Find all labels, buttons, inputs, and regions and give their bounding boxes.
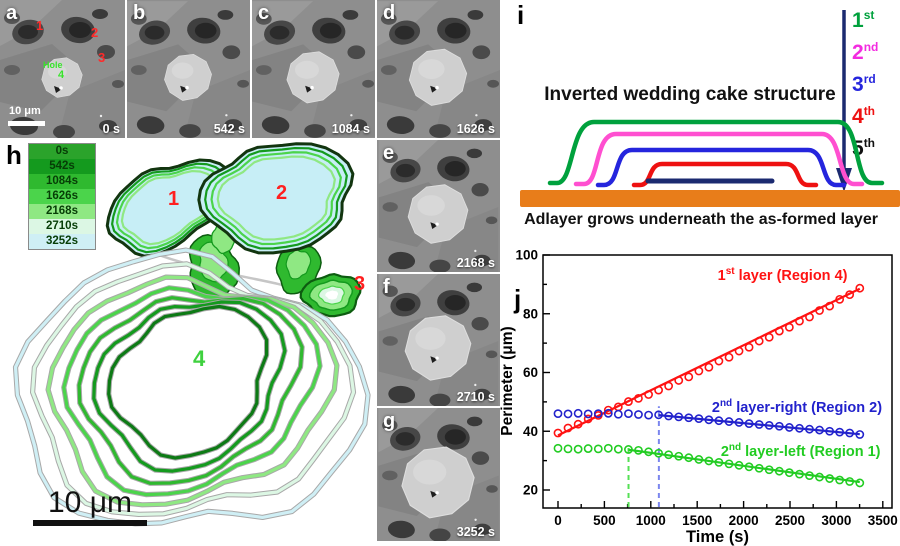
adlayer-caption: Adlayer grows underneath the as-formed l… (524, 211, 878, 228)
panel-i-letter: i (517, 0, 525, 30)
svg-text:1500: 1500 (682, 513, 712, 528)
down-arrow (836, 10, 852, 192)
panel-j-letter: j (514, 284, 522, 314)
svg-text:60: 60 (523, 365, 538, 380)
panel-b: b 542 s (127, 0, 250, 138)
panel-b-letter: b (133, 2, 146, 24)
wedding-cake-title: Inverted wedding cake structure (544, 84, 836, 105)
svg-text:2500: 2500 (775, 513, 805, 528)
region-2-label: 2 (276, 182, 288, 204)
region-1-label-a: 1 (36, 18, 44, 33)
svg-text:20: 20 (523, 483, 538, 498)
svg-text:80: 80 (523, 306, 538, 321)
panel-f: f 2710 s (377, 274, 500, 406)
layer-2nd-curve (573, 131, 865, 187)
region-1-label: 1 (168, 188, 180, 210)
timestamp-e: 2168 s (456, 256, 495, 270)
region-4-label-a: 4 (58, 69, 65, 81)
panel-h: h 0s 542s 1084s 1626s 2168s 2710s 3252s 1 2 3 … (0, 140, 375, 546)
time-color-legend: 0s 542s 1084s 1626s 2168s 2710s 3252s (28, 143, 96, 250)
perimeter-chart: 0 500 1000 1500 2000 2500 3000 3500 20 40 60 80 100 T… (499, 248, 898, 546)
legend-entry-2710s: 2710s (29, 219, 95, 234)
substrate-bar (520, 190, 900, 207)
timestamp-c: 1084 s (331, 122, 370, 136)
micrograph-g (378, 408, 499, 541)
scale-bar-h (33, 520, 147, 526)
svg-text:40: 40 (523, 424, 538, 439)
panel-a-letter: a (6, 2, 18, 24)
panel-a: a 1 2 3 Hole 4 10 μm 0 s (0, 0, 125, 138)
micrograph-d (377, 1, 500, 138)
legend-entry-542s: 542s (29, 159, 95, 174)
panel-d-letter: d (383, 2, 396, 24)
panel-e-letter: e (383, 142, 395, 164)
svg-text:500: 500 (593, 513, 616, 528)
micrograph-f (378, 274, 499, 406)
timestamp-f: 2710 s (456, 390, 495, 404)
series-2: 2nd layer-left (Region 1) (553, 442, 881, 488)
panel-j: 0 500 1000 1500 2000 2500 3000 3500 20 40 60 80 100 T… (499, 240, 900, 546)
micrograph-a (0, 0, 125, 138)
micrograph-e (378, 140, 499, 272)
region-3-label-a: 3 (98, 50, 106, 65)
layer-ordinal-list: 1st 2nd 3rd 4th 5th (852, 2, 878, 162)
layer-3rd-curve (595, 147, 847, 188)
region-2-label-a: 2 (91, 25, 99, 40)
region-3-label: 3 (354, 273, 366, 295)
hole-label: Hole (43, 60, 63, 70)
micrograph-c (252, 1, 375, 138)
y-axis-title: Perimeter (μm) (500, 326, 516, 435)
legend-entry-3252s: 3252s (29, 234, 95, 249)
svg-text:2000: 2000 (729, 513, 759, 528)
panel-c-letter: c (258, 2, 270, 24)
contour-map (12, 142, 371, 527)
legend-entry-1626s: 1626s (29, 189, 95, 204)
panel-g-letter: g (383, 410, 396, 432)
panel-g: g 3252 s (377, 408, 500, 541)
legend-entry-1084s: 1084s (29, 174, 95, 189)
series-0: 1st layer (Region 4) (553, 266, 865, 438)
timestamp-d: 1626 s (456, 122, 495, 136)
scale-bar-a (8, 121, 45, 126)
timestamp-b: 542 s (213, 122, 245, 136)
chart-axes: 0 500 1000 1500 2000 2500 3000 3500 20 40 60 80 100 (515, 248, 897, 529)
layer-1st-curve (547, 119, 885, 186)
panel-c: c 1084 s (252, 0, 375, 138)
panel-e: e 2168 s (377, 140, 500, 272)
series-1: 2nd layer-right (Region 2) (553, 398, 882, 439)
cake-layers-diagram (547, 119, 885, 188)
svg-text:3500: 3500 (868, 513, 898, 528)
svg-text:100: 100 (515, 248, 538, 263)
scale-label-a: 10 μm (9, 105, 41, 117)
ordinal-2nd: 2nd (852, 40, 879, 64)
micrograph-b (127, 1, 250, 138)
x-axis-title: Time (s) (686, 528, 749, 546)
panel-h-letter: h (6, 140, 22, 170)
panel-f-letter: f (383, 276, 390, 298)
legend-entry-2168s: 2168s (29, 204, 95, 219)
svg-text:3000: 3000 (821, 513, 851, 528)
legend-entry-0s: 0s (29, 144, 95, 159)
ordinal-4th: 4th (852, 104, 876, 128)
timestamp-a: 0 s (102, 122, 120, 136)
series-label-2: 2nd layer-left (Region 1) (721, 442, 881, 460)
svg-text:0: 0 (554, 513, 562, 528)
panel-d: d 1626 s (377, 0, 500, 138)
ordinal-3rd: 3rd (852, 72, 876, 96)
panel-i: i Inverted wedding cake structure 1st 2nd… (500, 0, 900, 240)
ordinal-1st: 1st (852, 8, 875, 32)
region-4-label: 4 (193, 346, 206, 371)
svg-text:1000: 1000 (636, 513, 666, 528)
scale-label-h: 10 μm (48, 486, 132, 519)
timestamp-g: 3252 s (456, 525, 495, 539)
series-label-0: 1st layer (Region 4) (718, 266, 848, 284)
series-label-1: 2nd layer-right (Region 2) (712, 398, 882, 416)
